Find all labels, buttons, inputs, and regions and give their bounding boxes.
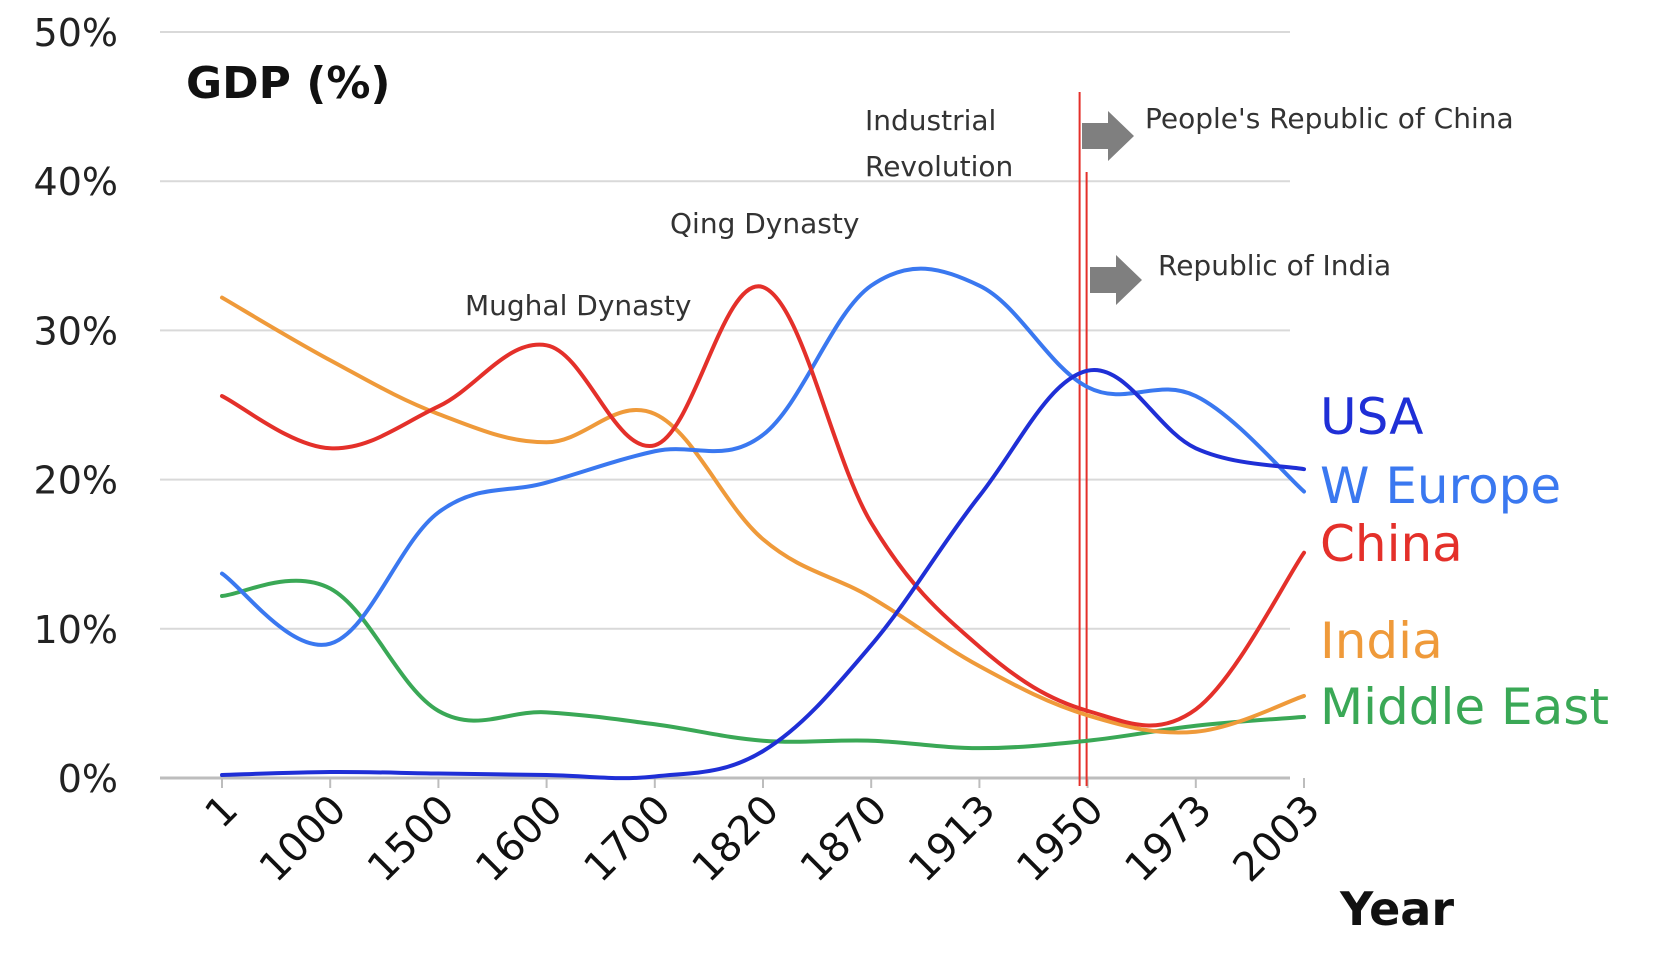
x-tick-label: 1820	[684, 787, 789, 892]
annotations: Mughal Dynasty Qing Dynasty Industrial Revo…	[465, 102, 1514, 322]
y-tick-label: 30%	[34, 309, 118, 353]
x-tick-label: 1	[197, 787, 248, 838]
gridlines	[160, 31, 1290, 780]
x-tick-label: 1700	[575, 787, 680, 892]
x-tick-label: 2003	[1225, 787, 1330, 892]
annotation-mughal: Mughal Dynasty	[465, 289, 691, 322]
x-tick-label: 1500	[359, 787, 464, 892]
annotation-industrial: Revolution	[865, 150, 1013, 183]
series-label-india: India	[1320, 612, 1443, 670]
arrow-right-icon	[1082, 111, 1134, 161]
y-tick-label: 10%	[34, 608, 118, 652]
series-label-w-europe: W Europe	[1320, 457, 1561, 515]
x-tick-label: 1950	[1008, 787, 1113, 892]
annotation-qing: Qing Dynasty	[670, 207, 859, 240]
y-tick-label: 40%	[34, 160, 118, 204]
series-line-china	[220, 284, 1306, 728]
annotation-india_rep: Republic of India	[1158, 249, 1391, 282]
y-axis: 0% 10% 20% 30% 40% 50%	[34, 11, 118, 801]
annotation-prc: People's Republic of China	[1145, 102, 1514, 135]
x-tick-label: 1600	[467, 787, 572, 892]
x-tick-label: 1973	[1116, 787, 1221, 892]
x-tick-label: 1000	[251, 787, 356, 892]
event-markers	[1078, 92, 1088, 786]
series-lines	[220, 266, 1306, 781]
annotation-industrial: Industrial	[865, 104, 996, 137]
x-axis: 1 1000 1500 1600 1700 1820 1870 1913 1950 1973 200…	[197, 778, 1330, 892]
chart-title: GDP (%)	[186, 58, 391, 109]
y-tick-label: 0%	[58, 757, 118, 801]
x-axis-title: Year	[1339, 882, 1454, 936]
y-tick-label: 20%	[34, 459, 118, 503]
series-line-usa	[220, 368, 1306, 781]
series-label-middle-east: Middle East	[1320, 678, 1609, 736]
arrow-right-icon	[1090, 255, 1142, 305]
series-label-china: China	[1320, 515, 1463, 573]
series-line-india	[220, 295, 1306, 735]
x-tick-label: 1870	[792, 787, 897, 892]
series-label-usa: USA	[1320, 388, 1423, 446]
y-tick-label: 50%	[34, 11, 118, 55]
x-tick-label: 1913	[900, 787, 1005, 892]
series-line-w-europe	[220, 266, 1306, 647]
series-line-middle-east	[220, 578, 1306, 751]
